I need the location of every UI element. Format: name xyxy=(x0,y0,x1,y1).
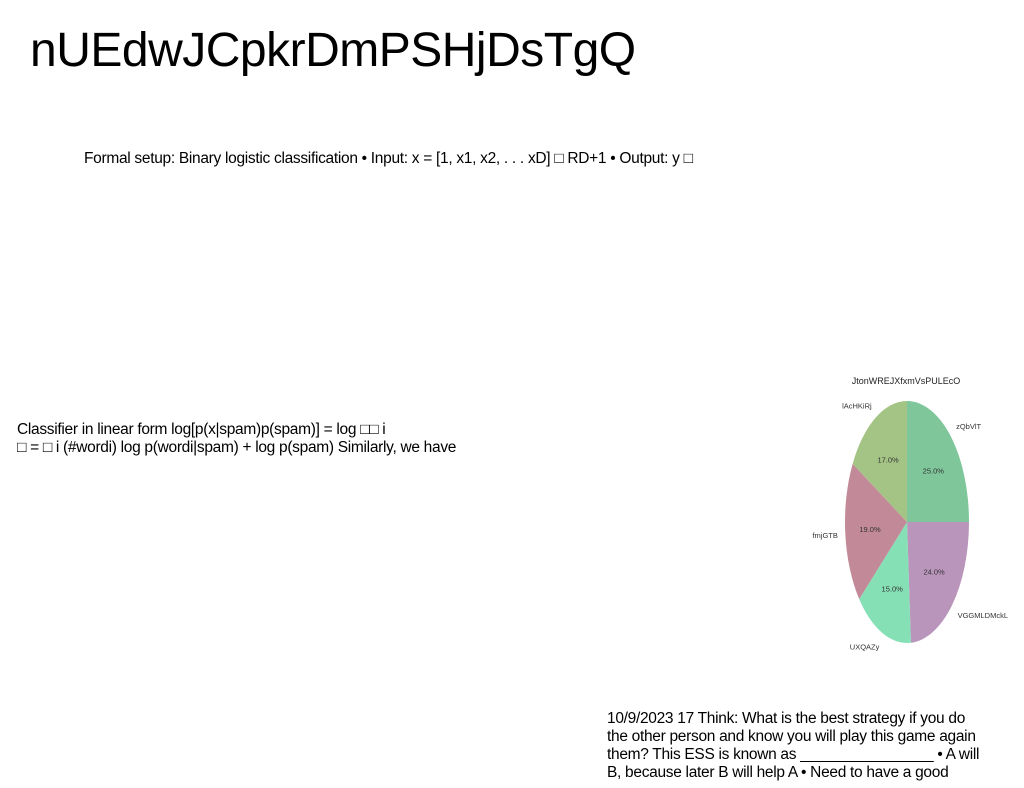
strategy-text: 10/9/2023 17 Think: What is the best str… xyxy=(607,710,1009,782)
pie-category-label: fmjGTB xyxy=(812,531,837,540)
pie-pct-label: 19.0% xyxy=(859,525,881,534)
pie-slice-UXQAZy xyxy=(859,522,911,643)
pie-slice-zQbVlT xyxy=(907,401,969,522)
pie-pct-label: 24.0% xyxy=(923,568,945,577)
pie-category-label: VGGMLDMckL xyxy=(958,611,1008,620)
strategy-text-line-1: 10/9/2023 17 Think: What is the best str… xyxy=(607,710,966,727)
pie-chart: JtonWREJXfxmVsPULEcO 25.0% zQbVlT 24.0% VGG… xyxy=(812,376,1008,651)
classifier-text-line-1: Classifier in linear form log[p(x|spam)p… xyxy=(17,421,386,438)
strategy-text-line-4: B, because later B will help A • Need to… xyxy=(607,764,949,781)
formal-setup-text: Formal setup: Binary logistic classifica… xyxy=(84,150,693,167)
chart-title: JtonWREJXfxmVsPULEcO xyxy=(852,376,961,386)
slide-title: nUEdwJCpkrDmPSHjDsTgQ xyxy=(30,24,636,77)
classifier-text-line-2: □ = □ i (#wordi) log p(wordi|spam) + log… xyxy=(17,439,457,456)
pie-category-label: UXQAZy xyxy=(850,642,880,651)
pie-labels: 25.0% zQbVlT 24.0% VGGMLDMckL 15.0% UXQAZy 19.… xyxy=(812,401,1008,651)
pie-category-label: lAcHKiRj xyxy=(842,401,872,410)
pie-pct-label: 25.0% xyxy=(923,467,945,476)
strategy-text-line-2: the other person and know you will play … xyxy=(607,728,976,745)
strategy-text-line-3: them? This ESS is known as _____________… xyxy=(607,746,980,763)
pie-slice-fmjGTB xyxy=(845,463,907,600)
pie-pct-label: 17.0% xyxy=(877,456,899,465)
pie-slices xyxy=(845,401,969,643)
pie-slice-lAcHKiRj xyxy=(852,401,907,522)
classifier-text: Classifier in linear form log[p(x|spam)p… xyxy=(17,421,456,457)
pie-slice-VGGMLDMckL xyxy=(907,522,969,643)
pie-category-label: zQbVlT xyxy=(956,422,981,431)
pie-pct-label: 15.0% xyxy=(882,585,904,594)
